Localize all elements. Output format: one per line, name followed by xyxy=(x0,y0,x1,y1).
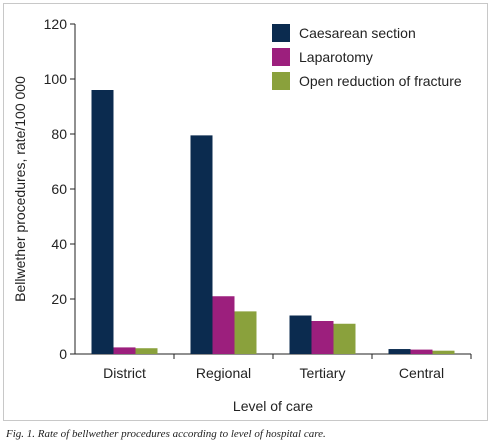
bar-caesarean-section-regional xyxy=(190,135,213,354)
bar-laparotomy-regional xyxy=(212,296,235,354)
y-tick-label: 100 xyxy=(44,71,68,87)
bar-laparotomy-central xyxy=(410,349,433,354)
y-tick-label: 80 xyxy=(51,126,67,142)
x-tick-label: District xyxy=(103,365,146,381)
y-tick-label: 40 xyxy=(51,236,67,252)
bar-caesarean-section-district xyxy=(91,90,114,354)
legend-swatch xyxy=(272,72,290,90)
bar-open-reduction-of-fracture-central xyxy=(432,350,455,354)
bar-laparotomy-tertiary xyxy=(311,321,334,354)
legend-label: Laparotomy xyxy=(299,49,373,65)
y-tick-label: 60 xyxy=(51,181,67,197)
legend-swatch xyxy=(272,48,290,66)
y-tick-label: 120 xyxy=(44,16,68,32)
bar-caesarean-section-tertiary xyxy=(289,315,312,354)
y-axis-title: Bellwether procedures, rate/100 000 xyxy=(12,76,28,302)
bar-open-reduction-of-fracture-district xyxy=(135,348,158,354)
legend-label: Caesarean section xyxy=(299,25,416,41)
bar-open-reduction-of-fracture-tertiary xyxy=(333,323,356,354)
bar-chart: 0 20 40 60 80 100 120 District Regional Tertiary C… xyxy=(12,16,472,414)
y-tick-label: 0 xyxy=(59,346,67,362)
x-axis-title: Level of care xyxy=(233,398,313,414)
bar-caesarean-section-central xyxy=(388,349,411,354)
legend-label: Open reduction of fracture xyxy=(299,73,462,89)
figure-caption: Fig. 1. Rate of bellwether procedures ac… xyxy=(6,428,326,440)
x-tick-label: Regional xyxy=(196,365,251,381)
figure-frame: 0 20 40 60 80 100 120 District Regional Tertiary C… xyxy=(3,3,488,421)
x-tick-label: Central xyxy=(399,365,444,381)
bar-laparotomy-district xyxy=(113,347,136,354)
y-tick-label: 20 xyxy=(51,291,67,307)
legend-swatch xyxy=(272,24,290,42)
x-tick-label: Tertiary xyxy=(300,365,346,381)
bar-open-reduction-of-fracture-regional xyxy=(234,311,257,354)
